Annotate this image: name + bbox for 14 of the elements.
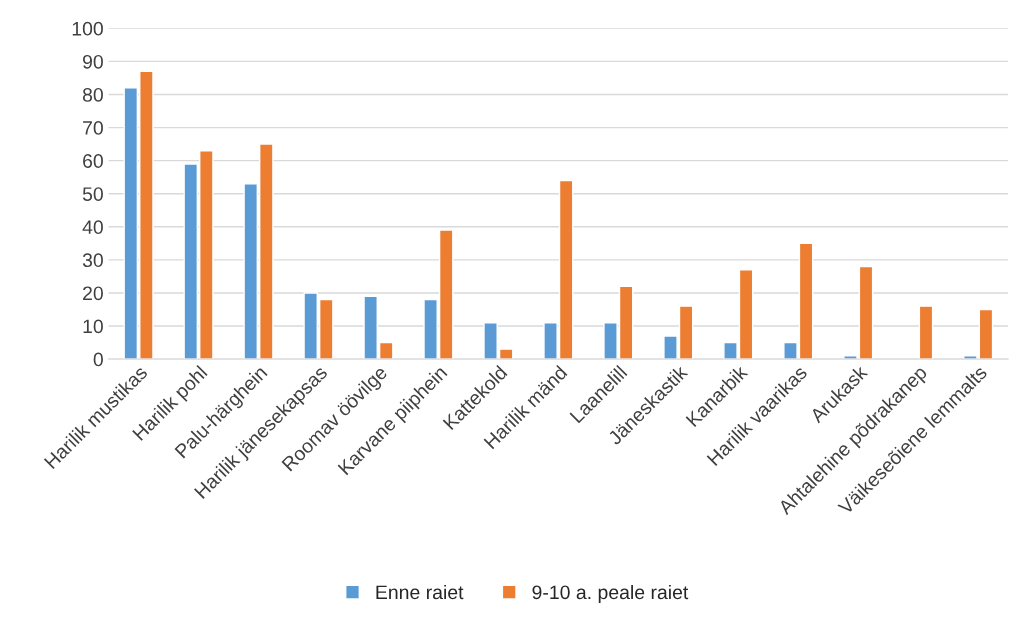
y-tick-label: 0 (93, 352, 103, 367)
legend-label: 9-10 a. peale raiet (532, 584, 689, 604)
y-tick-label: 70 (83, 121, 103, 135)
y-tick-label: 20 (83, 286, 103, 301)
legend-label: Enne raiet (376, 584, 464, 600)
y-tick-label: 30 (82, 253, 103, 268)
y-tick-label: 10 (83, 319, 103, 334)
y-tick-label: 100 (72, 21, 103, 36)
y-tick-label: 60 (83, 154, 103, 168)
y-tick-label: 50 (82, 187, 103, 201)
y-tick-label: 80 (82, 87, 103, 102)
bar (918, 305, 934, 360)
y-tick-label: 90 (82, 54, 103, 69)
y-tick-label: 40 (82, 220, 103, 235)
